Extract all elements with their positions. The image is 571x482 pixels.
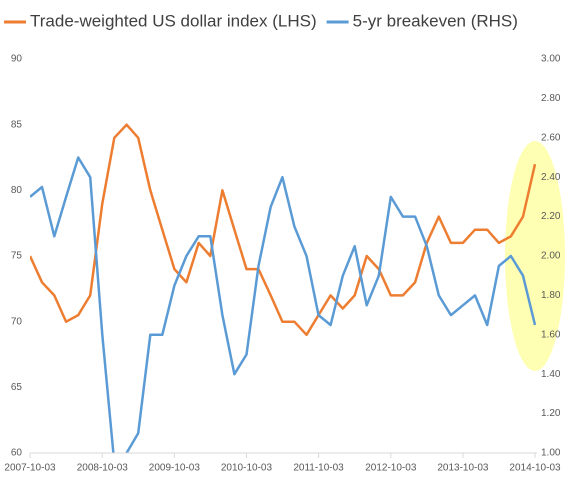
- y2-tick-label: 1.80: [541, 290, 561, 301]
- y2-tick-label: 1.60: [541, 329, 561, 340]
- y2-tick-label: 3.00: [541, 54, 561, 65]
- y2-tick-label: 2.80: [541, 93, 561, 104]
- x-tick-label: 2008-10-03: [77, 463, 129, 474]
- legend-label: 5-yr breakeven (RHS): [353, 11, 518, 30]
- x-tick-label: 2014-10-03: [509, 463, 561, 474]
- plot-area: [30, 123, 536, 453]
- y2-tick-label: 2.00: [541, 251, 561, 262]
- y-tick-label: 85: [11, 119, 23, 130]
- legend-label: Trade-weighted US dollar index (LHS): [30, 11, 317, 30]
- y2-tick-label: 2.40: [541, 172, 561, 183]
- y2-tick-label: 1.00: [541, 448, 561, 459]
- y-tick-label: 60: [11, 448, 23, 459]
- y-tick-label: 65: [11, 382, 23, 393]
- highlight: [505, 141, 565, 371]
- y-tick-label: 75: [11, 251, 23, 262]
- y-tick-label: 80: [11, 185, 23, 196]
- y2-tick-label: 1.40: [541, 369, 561, 380]
- y2-tick-label: 2.20: [541, 211, 561, 222]
- x-tick-label: 2007-10-03: [4, 463, 56, 474]
- x-tick-label: 2012-10-03: [365, 463, 417, 474]
- y2-tick-label: 1.20: [541, 408, 561, 419]
- x-tick-label: 2013-10-03: [437, 463, 489, 474]
- series-line: [30, 123, 536, 337]
- y-tick-label: 70: [11, 316, 23, 327]
- x-tick-label: 2011-10-03: [293, 463, 344, 474]
- x-tick-label: 2009-10-03: [149, 463, 201, 474]
- y-tick-label: 90: [11, 54, 23, 65]
- series-line: [30, 156, 536, 453]
- x-tick-label: 2010-10-03: [221, 463, 273, 474]
- y2-tick-label: 2.60: [541, 132, 561, 143]
